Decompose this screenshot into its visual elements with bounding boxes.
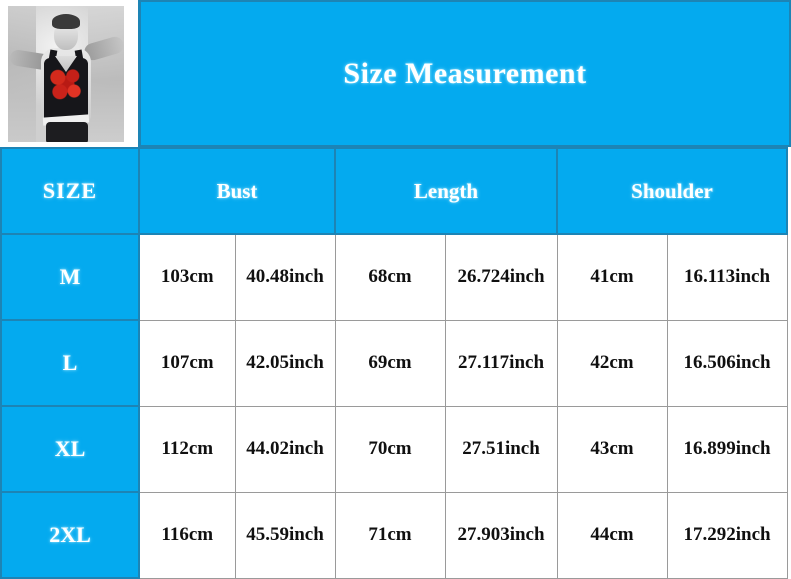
product-photo xyxy=(8,6,124,142)
size-measurement-table: SIZE Bust Length Shoulder M 103cm 40.48i… xyxy=(0,147,789,579)
cell-length-cm: 71cm xyxy=(334,491,446,579)
photo-background-right xyxy=(88,6,124,142)
photo-shorts xyxy=(46,122,88,142)
photo-hair xyxy=(52,14,80,29)
chart-header-band: Size Measurement xyxy=(0,0,791,147)
photo-background-left xyxy=(8,6,36,142)
cell-bust-cm: 112cm xyxy=(138,405,236,493)
header-size: SIZE xyxy=(0,147,140,235)
cell-shoulder-inch: 17.292inch xyxy=(666,491,788,579)
cell-bust-inch: 42.05inch xyxy=(234,319,336,407)
header-shoulder: Shoulder xyxy=(556,147,789,235)
header-length: Length xyxy=(334,147,559,235)
table-header-row: SIZE Bust Length Shoulder xyxy=(0,147,789,235)
cell-bust-inch: 45.59inch xyxy=(234,491,336,579)
cell-shoulder-inch: 16.506inch xyxy=(666,319,788,407)
cell-length-inch: 27.903inch xyxy=(444,491,558,579)
cell-bust-inch: 40.48inch xyxy=(234,233,336,321)
cell-bust-cm: 116cm xyxy=(138,491,236,579)
cell-length-inch: 27.51inch xyxy=(444,405,558,493)
cell-length-inch: 27.117inch xyxy=(444,319,558,407)
row-size-label: M xyxy=(0,233,140,321)
cell-length-cm: 70cm xyxy=(334,405,446,493)
cell-shoulder-cm: 43cm xyxy=(556,405,668,493)
page-title: Size Measurement xyxy=(343,56,587,90)
row-size-label: XL xyxy=(0,405,140,493)
table-row: L 107cm 42.05inch 69cm 27.117inch 42cm 1… xyxy=(0,319,788,407)
cell-shoulder-inch: 16.113inch xyxy=(666,233,788,321)
cell-bust-inch: 44.02inch xyxy=(234,405,336,493)
table-row: XL 112cm 44.02inch 70cm 27.51inch 43cm 1… xyxy=(0,405,788,493)
cell-shoulder-cm: 41cm xyxy=(556,233,668,321)
row-size-label: L xyxy=(0,319,140,407)
photo-floral-print xyxy=(49,68,83,104)
cell-length-inch: 26.724inch xyxy=(444,233,558,321)
chart-title-cell: Size Measurement xyxy=(138,0,791,147)
header-bust: Bust xyxy=(137,147,337,235)
table-row: 2XL 116cm 45.59inch 71cm 27.903inch 44cm… xyxy=(0,491,788,579)
cell-length-cm: 69cm xyxy=(334,319,446,407)
product-thumbnail-cell xyxy=(0,0,138,147)
cell-bust-cm: 103cm xyxy=(138,233,236,321)
row-size-label: 2XL xyxy=(0,491,140,579)
cell-shoulder-cm: 44cm xyxy=(556,491,668,579)
cell-shoulder-inch: 16.899inch xyxy=(666,405,788,493)
cell-length-cm: 68cm xyxy=(334,233,446,321)
cell-bust-cm: 107cm xyxy=(138,319,236,407)
table-row: M 103cm 40.48inch 68cm 26.724inch 41cm 1… xyxy=(0,233,788,321)
cell-shoulder-cm: 42cm xyxy=(556,319,668,407)
